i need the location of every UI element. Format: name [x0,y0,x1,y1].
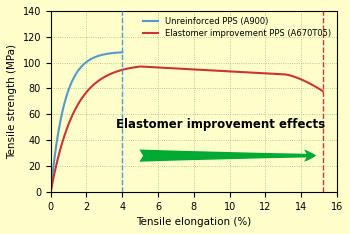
Elastomer improvement PPS (A670T05) [172,67,176,70]
Text: Elastomer improvement effects: Elastomer improvement effects [116,118,325,131]
Elastomer improvement PPS (A670T05) [321,90,325,92]
Unreinforced PPS (A900) [91,57,95,59]
Unreinforced PPS (A900) [113,51,118,54]
Elastomer improvement PPS (A670T05) [138,65,142,68]
Elastomer improvement PPS (A670T05) [231,70,235,73]
Elastomer improvement PPS (A670T05) [209,69,214,72]
X-axis label: Tensile elongation (%): Tensile elongation (%) [136,217,251,227]
Elastomer improvement PPS (A670T05) [254,71,258,74]
Elastomer improvement PPS (A670T05) [119,69,123,72]
Legend: Unreinforced PPS (A900), Elastomer improvement PPS (A670T05): Unreinforced PPS (A900), Elastomer impro… [142,15,333,40]
Line: Elastomer improvement PPS (A670T05): Elastomer improvement PPS (A670T05) [51,66,323,192]
Elastomer improvement PPS (A670T05) [97,79,101,82]
Unreinforced PPS (A900) [91,56,96,59]
Elastomer improvement PPS (A670T05) [49,190,53,193]
Y-axis label: Tensile strength (MPa): Tensile strength (MPa) [7,44,17,159]
Unreinforced PPS (A900) [49,188,53,191]
Unreinforced PPS (A900) [120,51,124,54]
Line: Unreinforced PPS (A900): Unreinforced PPS (A900) [51,52,122,192]
Unreinforced PPS (A900) [92,56,97,59]
Unreinforced PPS (A900) [109,52,113,55]
Unreinforced PPS (A900) [49,190,53,193]
